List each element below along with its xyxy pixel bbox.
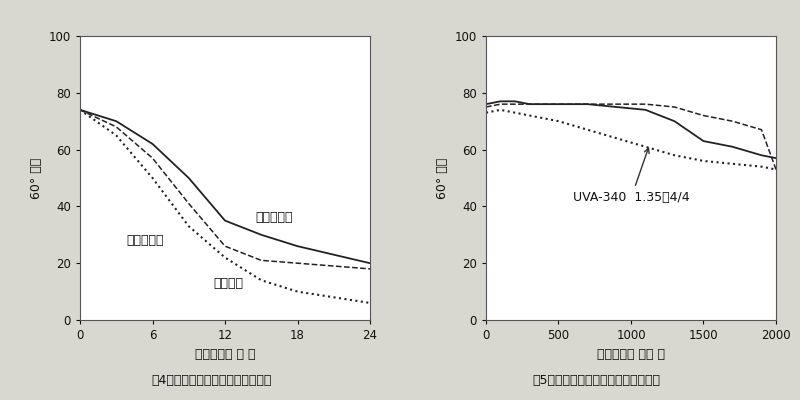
Y-axis label: 60° 光泽: 60° 光泽 (30, 157, 43, 199)
Text: 佛罗里达州: 佛罗里达州 (126, 234, 163, 247)
Text: 俄亥俄州: 俄亥俄州 (213, 276, 243, 290)
X-axis label: 曝晒时间（ 月 ）: 曝晒时间（ 月 ） (194, 348, 255, 360)
X-axis label: 曝晒时间（ 小时 ）: 曝晒时间（ 小时 ） (597, 348, 665, 360)
Y-axis label: 60° 光泽: 60° 光泽 (436, 157, 449, 199)
Text: 图4－乙烯基聚合物薄膜、户外老化: 图4－乙烯基聚合物薄膜、户外老化 (152, 374, 272, 387)
Text: 亚利桑那州: 亚利桑那州 (255, 211, 293, 224)
Text: UVA-340  1.35，4/4: UVA-340 1.35，4/4 (573, 148, 690, 204)
Text: 图5－乙烯基聚合物薄膜、实验室老化: 图5－乙烯基聚合物薄膜、实验室老化 (532, 374, 660, 387)
